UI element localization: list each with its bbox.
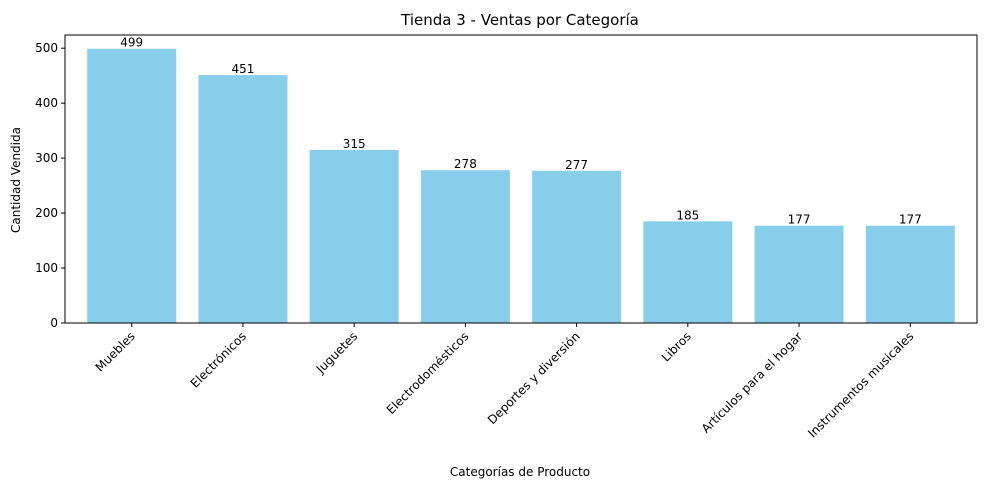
bar-3 [420, 170, 510, 323]
x-axis-label: Categorías de Producto [450, 465, 590, 479]
bar-6 [754, 225, 844, 323]
bar-4 [532, 170, 622, 323]
data-label-2: 315 [343, 137, 366, 151]
bar-1 [198, 75, 288, 324]
y-tick-label-2: 200 [35, 206, 58, 220]
y-tick-label-0: 0 [50, 316, 58, 330]
bar-0 [87, 48, 177, 324]
data-label-3: 278 [454, 157, 477, 171]
plot-frame [64, 34, 978, 324]
data-label-4: 277 [565, 158, 588, 172]
bar-2 [309, 149, 399, 323]
data-label-6: 177 [788, 213, 811, 227]
y-axis-label: Cantidad Vendida [9, 127, 23, 233]
chart-title: Tienda 3 - Ventas por Categoría [400, 11, 639, 29]
bar-5 [643, 221, 733, 323]
y-tick-label-4: 400 [35, 96, 58, 110]
y-tick-label-3: 300 [35, 151, 58, 165]
bars-layer [87, 48, 955, 324]
data-label-0: 499 [120, 36, 143, 50]
y-tick-label-1: 100 [35, 261, 58, 275]
data-labels-layer: 499 451 315 278 277 185 177 177 [120, 36, 921, 227]
data-label-5: 185 [676, 208, 699, 222]
data-label-7: 177 [899, 213, 922, 227]
bar-7 [865, 225, 955, 323]
y-tick-label-5: 500 [35, 41, 58, 55]
data-label-1: 451 [231, 62, 254, 76]
